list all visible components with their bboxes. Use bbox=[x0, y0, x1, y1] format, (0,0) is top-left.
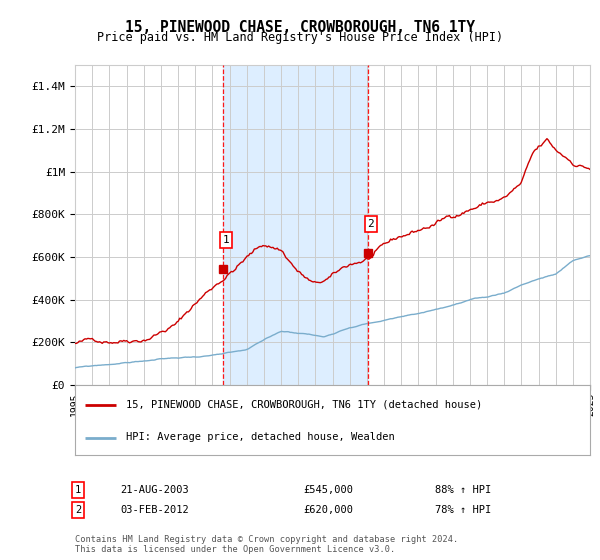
Text: HPI: Average price, detached house, Wealden: HPI: Average price, detached house, Weal… bbox=[127, 432, 395, 442]
Text: 2: 2 bbox=[368, 219, 374, 229]
Text: 88% ↑ HPI: 88% ↑ HPI bbox=[435, 485, 491, 495]
Text: Price paid vs. HM Land Registry's House Price Index (HPI): Price paid vs. HM Land Registry's House … bbox=[97, 31, 503, 44]
Text: 15, PINEWOOD CHASE, CROWBOROUGH, TN6 1TY: 15, PINEWOOD CHASE, CROWBOROUGH, TN6 1TY bbox=[125, 20, 475, 35]
Text: 1: 1 bbox=[223, 235, 229, 245]
Text: 21-AUG-2003: 21-AUG-2003 bbox=[120, 485, 189, 495]
Text: 2: 2 bbox=[75, 505, 81, 515]
Text: 1: 1 bbox=[75, 485, 81, 495]
Text: Contains HM Land Registry data © Crown copyright and database right 2024.
This d: Contains HM Land Registry data © Crown c… bbox=[75, 535, 458, 554]
Text: 78% ↑ HPI: 78% ↑ HPI bbox=[435, 505, 491, 515]
Bar bbox=[223, 65, 368, 385]
Text: £545,000: £545,000 bbox=[303, 485, 353, 495]
Text: 03-FEB-2012: 03-FEB-2012 bbox=[120, 505, 189, 515]
Text: 15, PINEWOOD CHASE, CROWBOROUGH, TN6 1TY (detached house): 15, PINEWOOD CHASE, CROWBOROUGH, TN6 1TY… bbox=[127, 400, 483, 409]
Text: £620,000: £620,000 bbox=[303, 505, 353, 515]
